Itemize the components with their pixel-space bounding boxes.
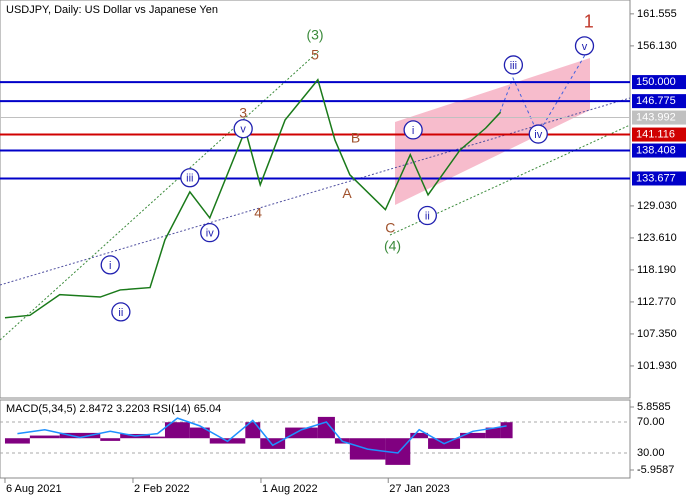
wave-label: 1: [584, 12, 594, 32]
channel: [395, 58, 590, 205]
level-box: [632, 127, 686, 142]
level-label: 141.116: [636, 128, 675, 140]
macd-bar: [500, 422, 513, 439]
macd-bar: [285, 427, 318, 439]
level-box: [632, 171, 686, 186]
level-box: [632, 94, 686, 109]
chart-title: USDJPY, Daily: US Dollar vs Japanese Yen: [6, 4, 218, 16]
y-tick-label: 112.770: [637, 296, 676, 308]
wave-label: v: [240, 124, 246, 136]
indicator-tick-label: 5.8585: [637, 401, 671, 413]
wave-circle: [233, 119, 253, 139]
macd-bar: [410, 432, 429, 439]
macd-bar: [29, 435, 60, 439]
wave-label: i: [109, 260, 111, 272]
macd-bar: [260, 438, 286, 449]
x-tick-label: 27 Jan 2023: [389, 483, 450, 495]
level-label: 146.775: [636, 95, 676, 107]
price-panel: [0, 0, 631, 399]
rsi-tick-label: 30.00: [637, 447, 665, 459]
level-label: 150.000: [636, 76, 676, 88]
y-tick-label: 118.190: [637, 264, 676, 276]
rsi-tick-label: 70.00: [637, 416, 665, 428]
wave-label: iv: [206, 228, 214, 240]
wave-label: (4): [384, 238, 401, 254]
wave-label: i: [412, 125, 414, 137]
wave-circle: [503, 55, 524, 75]
x-tick-label: 6 Aug 2021: [6, 483, 62, 495]
level-box: [632, 110, 686, 125]
x-tick-label: 1 Aug 2022: [262, 483, 318, 495]
wave-label: iv: [534, 129, 542, 141]
wave-circle: [403, 120, 423, 140]
wave-circle: [111, 302, 131, 322]
indicator-label: MACD(5,34,5) 2.8472 3.2203 RSI(14) 65.04: [6, 403, 221, 415]
wave-label: iii: [186, 173, 193, 185]
y-tick-label: 123.610: [637, 232, 677, 244]
wave-circle: [200, 223, 220, 243]
wave-label: B: [351, 130, 360, 146]
y-tick-label: 156.130: [637, 40, 677, 52]
level-label: 143.992: [636, 111, 676, 123]
level-box: [632, 143, 686, 158]
macd-bar: [317, 416, 335, 439]
wave-label: 5: [311, 47, 319, 63]
macd-bar: [460, 432, 486, 439]
y-tick-label: 101.930: [637, 360, 677, 372]
macd-bar: [189, 427, 210, 439]
y-tick-label: 161.555: [637, 8, 677, 20]
level-label: 138.408: [636, 144, 676, 156]
wave-label: C: [385, 220, 395, 236]
projection: [499, 54, 586, 136]
macd-bar: [59, 432, 101, 439]
level-box: [632, 75, 686, 90]
macd-bar: [485, 427, 501, 439]
macd-bar: [150, 436, 165, 439]
level-label: 133.677: [636, 172, 676, 184]
wave-circle: [528, 124, 548, 144]
rsi-line: [17, 417, 507, 454]
wave-label: ii: [425, 210, 430, 222]
macd-bar: [4, 438, 30, 444]
wave-label: iii: [510, 60, 517, 72]
wave-label: 3: [239, 104, 247, 120]
wave-circle: [100, 255, 120, 275]
wave-label: v: [582, 41, 588, 53]
wave-circle: [574, 36, 595, 56]
wave-label: 4: [254, 205, 262, 221]
indicator-tick-label: -5.9587: [637, 464, 674, 476]
y-tick-label: 107.350: [637, 328, 677, 340]
x-tick-label: 2 Feb 2022: [134, 483, 190, 495]
wave-label: A: [342, 185, 352, 201]
wave-circle: [417, 205, 437, 226]
wave-circle: [180, 168, 200, 188]
trend-line: [0, 97, 631, 286]
y-tick-label: 129.030: [637, 200, 677, 212]
wave-label: (3): [306, 27, 323, 43]
wave-label: ii: [118, 307, 123, 319]
macd-bar: [164, 422, 190, 439]
price-line: [4, 78, 502, 319]
macd-bar: [100, 438, 121, 441]
